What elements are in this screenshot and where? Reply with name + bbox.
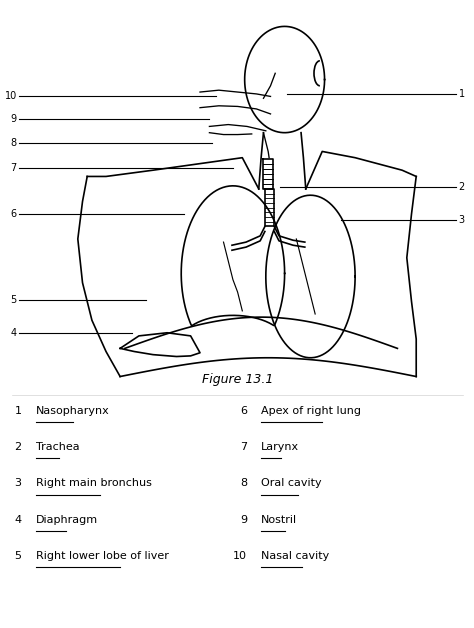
Text: 5: 5 bbox=[10, 295, 17, 305]
Text: Nasopharynx: Nasopharynx bbox=[36, 406, 109, 416]
Text: 3: 3 bbox=[458, 215, 465, 225]
Text: Nasal cavity: Nasal cavity bbox=[261, 551, 329, 561]
Text: 9: 9 bbox=[240, 515, 247, 525]
Text: 5: 5 bbox=[14, 551, 21, 561]
Text: 1: 1 bbox=[14, 406, 21, 416]
Text: Right main bronchus: Right main bronchus bbox=[36, 479, 151, 489]
Text: Larynx: Larynx bbox=[261, 442, 299, 452]
Text: 2: 2 bbox=[14, 442, 21, 452]
Text: 2: 2 bbox=[458, 182, 465, 192]
Text: Nostril: Nostril bbox=[261, 515, 297, 525]
Text: Oral cavity: Oral cavity bbox=[261, 479, 322, 489]
Text: 8: 8 bbox=[240, 479, 247, 489]
Text: 6: 6 bbox=[240, 406, 247, 416]
Text: 6: 6 bbox=[10, 209, 17, 219]
Text: Trachea: Trachea bbox=[36, 442, 79, 452]
Text: Right lower lobe of liver: Right lower lobe of liver bbox=[36, 551, 168, 561]
Text: 4: 4 bbox=[14, 515, 21, 525]
Text: 7: 7 bbox=[240, 442, 247, 452]
Text: 10: 10 bbox=[4, 92, 17, 102]
Text: Apex of right lung: Apex of right lung bbox=[261, 406, 361, 416]
Text: 4: 4 bbox=[10, 328, 17, 338]
Text: Figure 13.1: Figure 13.1 bbox=[202, 373, 273, 386]
Text: 1: 1 bbox=[458, 89, 465, 99]
Text: 8: 8 bbox=[10, 138, 17, 148]
Text: 10: 10 bbox=[233, 551, 247, 561]
Text: 3: 3 bbox=[14, 479, 21, 489]
Text: Diaphragm: Diaphragm bbox=[36, 515, 98, 525]
Text: 9: 9 bbox=[10, 114, 17, 124]
Text: 7: 7 bbox=[10, 163, 17, 173]
